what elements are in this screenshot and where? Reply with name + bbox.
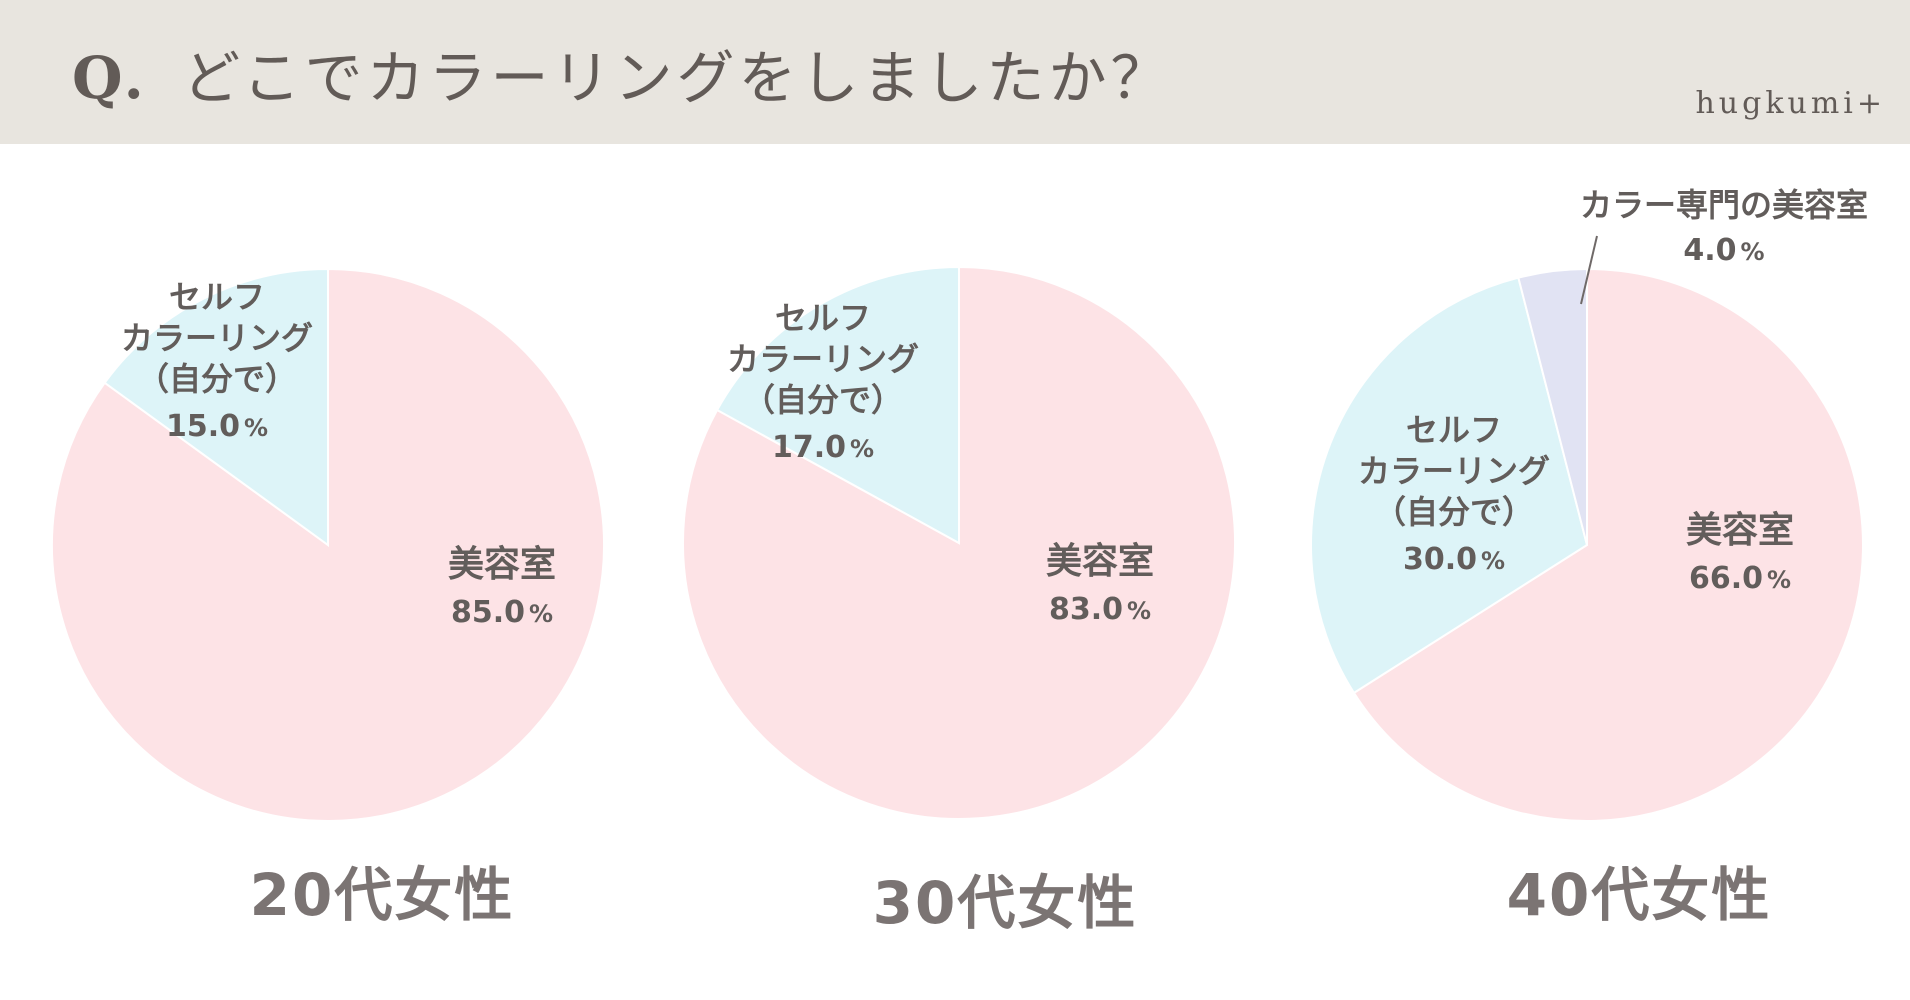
pie-chart-20s: 美容室 85.0% セルフ カラーリング （自分で） 15.0% 20代女性 [51, 144, 607, 1000]
slice-number-biyoushitsu-40s: 66.0 [1688, 561, 1763, 596]
slice-number-self-30s: 17.0 [771, 430, 846, 465]
slice-name-biyoushitsu-40s: 美容室 [1685, 510, 1794, 551]
pie-chart-40s: 美容室 66.0% セルフ カラーリング （自分で） 30.0% カラー専門の美… [1309, 144, 1900, 1000]
pie-slice-40s-0 [1352, 267, 1864, 822]
pie-svg-30s [682, 265, 1236, 820]
slice-name-biyoushitsu-30s: 美容室 [1045, 541, 1154, 582]
slice-unit-self-30s: % [849, 435, 875, 463]
pie-slice-30s-0 [682, 265, 1236, 820]
slice-name-self-30s: セルフ カラーリング （自分で） [726, 299, 919, 419]
brand-logo-text: hugkumi+ [1695, 86, 1886, 121]
header-bar: Q. どこでカラーリングをしましたか？ hugkumi+ [0, 0, 1910, 144]
slice-name-self-20s: セルフ カラーリング （自分で） [120, 278, 313, 398]
slice-name-self-40s: セルフ カラーリング （自分で） [1357, 411, 1550, 531]
question-text: どこでカラーリングをしましたか？ [182, 44, 1173, 112]
slice-label-biyoushitsu-30s: 美容室 83.0% [995, 541, 1205, 632]
slice-name-color-specialist-40s: カラー専門の美容室 [1579, 186, 1868, 224]
slice-number-self-20s: 15.0 [165, 409, 240, 444]
pie-slice-40s-2 [1517, 267, 1588, 546]
slice-unit-self-20s: % [243, 414, 269, 442]
slice-label-self-20s: セルフ カラーリング （自分で） 15.0% [92, 277, 342, 449]
slice-unit-biyoushitsu-40s: % [1766, 566, 1792, 594]
slice-value-biyoushitsu-40s: 66.0% [1635, 558, 1845, 601]
slice-number-color-specialist-40s: 4.0 [1683, 233, 1737, 268]
slice-unit-biyoushitsu-30s: % [1126, 597, 1152, 625]
slice-label-self-30s: セルフ カラーリング （自分で） 17.0% [698, 298, 948, 470]
pie-slice-40s-1 [1310, 276, 1589, 695]
pie-slice-20s-1 [103, 267, 329, 547]
slice-unit-biyoushitsu-20s: % [528, 600, 554, 628]
slice-unit-color-specialist-40s: % [1740, 238, 1765, 266]
question-prefix: Q. [72, 44, 148, 112]
slice-name-biyoushitsu-20s: 美容室 [447, 544, 556, 585]
page-title: Q. どこでカラーリングをしましたか？ [72, 38, 1173, 118]
chart-area: 美容室 85.0% セルフ カラーリング （自分で） 15.0% 20代女性 美… [0, 144, 1910, 1000]
slice-value-self-30s: 17.0% [698, 427, 948, 470]
slice-unit-self-40s: % [1480, 547, 1506, 575]
slice-label-biyoushitsu-40s: 美容室 66.0% [1635, 510, 1845, 601]
slice-value-biyoushitsu-20s: 85.0% [397, 592, 607, 635]
slice-label-biyoushitsu-20s: 美容室 85.0% [397, 544, 607, 635]
pie-chart-30s: 美容室 83.0% セルフ カラーリング （自分で） 17.0% 30代女性 [682, 144, 1236, 1000]
slice-number-biyoushitsu-30s: 83.0 [1048, 592, 1123, 627]
slice-value-self-40s: 30.0% [1329, 539, 1579, 582]
pie-svg-20s [51, 267, 605, 822]
group-title-20s: 20代女性 [249, 861, 515, 929]
pie-slice-30s-1 [715, 265, 960, 545]
slice-value-biyoushitsu-30s: 83.0% [995, 589, 1205, 632]
slice-value-self-20s: 15.0% [92, 406, 342, 449]
slice-label-color-specialist-40s: カラー専門の美容室 4.0% [1554, 184, 1894, 273]
group-title-30s: 30代女性 [872, 869, 1138, 937]
slice-label-self-40s: セルフ カラーリング （自分で） 30.0% [1329, 410, 1579, 582]
leader-line-color-specialist-40s [1580, 235, 1598, 305]
pie-svg-40s [1310, 235, 1864, 822]
slice-number-self-40s: 30.0 [1402, 542, 1477, 577]
slice-number-biyoushitsu-20s: 85.0 [450, 595, 525, 630]
slice-value-color-specialist-40s: 4.0% [1554, 230, 1894, 273]
group-title-40s: 40代女性 [1506, 861, 1772, 929]
